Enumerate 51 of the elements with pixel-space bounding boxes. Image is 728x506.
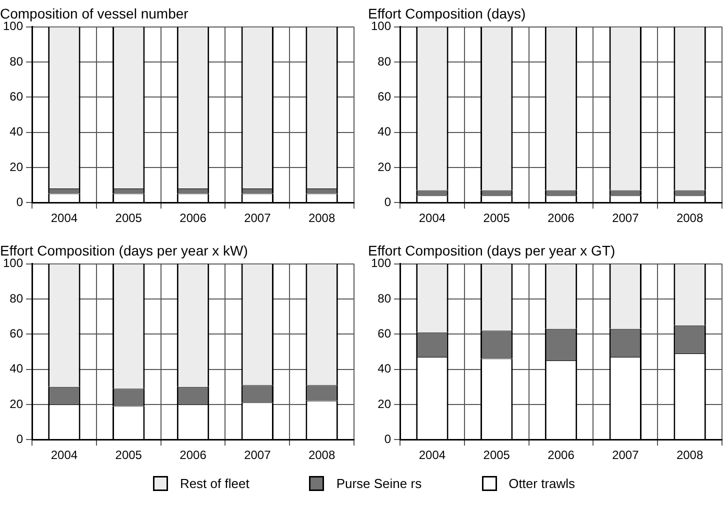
y-tick-label: 0 [16,432,24,446]
legend-label: Rest of fleet [180,476,250,491]
y-tick-label: 0 [16,194,24,209]
y-tick-label: 60 [378,326,392,340]
x-tick-label: 2005 [483,211,510,226]
y-tick-label: 20 [378,396,392,411]
x-tick-label: 2008 [676,448,704,462]
x-tick-label: 2005 [115,448,142,462]
y-tick-label: 0 [384,432,392,446]
y-tick-label: 20 [378,160,392,174]
y-tick-label: 100 [370,256,392,270]
chart-title: Effort Composition (days) [368,5,526,22]
y-tick-label: 100 [2,256,24,270]
legend-label: Otter trawls [508,476,576,491]
x-tick-label: 2006 [548,211,575,226]
x-tick-label: 2004 [50,211,78,226]
y-tick-label: 80 [10,54,24,68]
x-tick-label: 2007 [612,448,640,462]
y-tick-label: 100 [370,19,392,34]
x-tick-label: 2008 [676,211,704,226]
chart-title: Effort Composition (days per year x GT) [368,242,616,258]
y-tick-label: 100 [2,19,24,34]
x-tick-label: 2004 [418,211,446,226]
x-tick-label: 2007 [612,211,640,226]
chart-title: Effort Composition (days per year x kW) [0,242,248,258]
y-tick-label: 60 [378,89,392,104]
y-tick-label: 40 [378,362,392,376]
x-tick-label: 2007 [244,448,272,462]
x-tick-label: 2004 [50,448,78,462]
x-tick-label: 2004 [418,448,446,462]
x-tick-label: 2008 [308,448,336,462]
y-tick-label: 80 [378,291,392,306]
y-tick-label: 40 [10,124,24,139]
y-tick-label: 40 [10,362,24,376]
y-tick-label: 80 [378,54,392,68]
x-tick-label: 2005 [115,211,142,226]
y-tick-label: 60 [10,89,24,104]
chart-title: Composition of vessel number [0,5,189,22]
legend-label: Purse Seine rs [336,476,422,491]
x-tick-label: 2006 [548,448,575,462]
x-tick-label: 2006 [180,211,207,226]
y-tick-label: 80 [10,291,24,306]
y-tick-label: 40 [378,124,392,139]
y-tick-label: 60 [10,326,24,340]
x-tick-label: 2008 [308,211,336,226]
x-tick-label: 2005 [483,448,510,462]
x-tick-label: 2007 [244,211,272,226]
y-tick-label: 20 [10,396,24,411]
x-tick-label: 2006 [180,448,207,462]
y-tick-label: 0 [384,194,392,209]
y-tick-label: 20 [10,160,24,174]
